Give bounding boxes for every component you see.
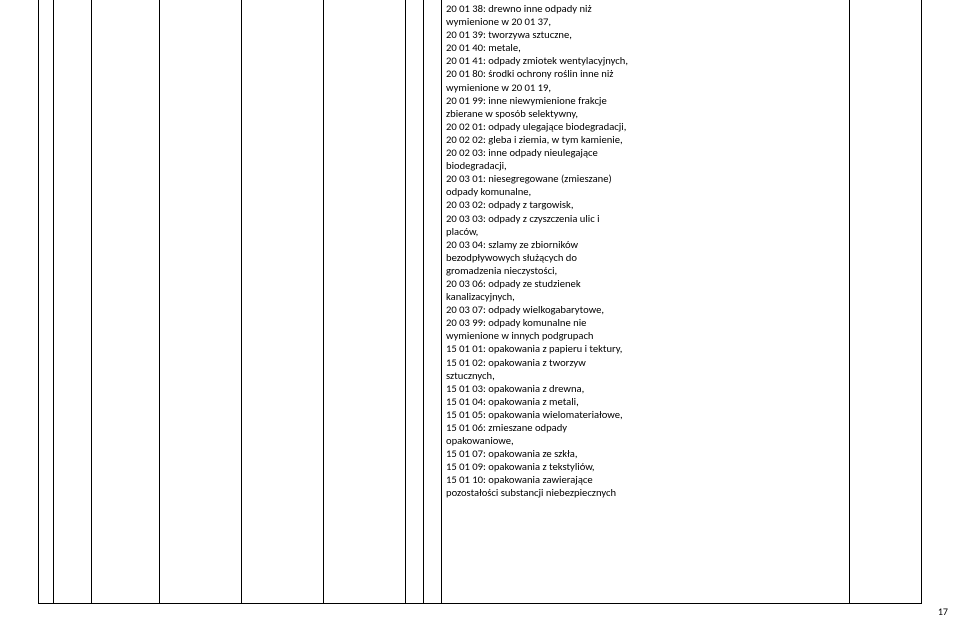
text-line: 15 01 01: opakowania z papieru i tektury… [446,342,846,355]
text-line: placów, [446,225,846,238]
document-page: 20 01 38: drewno inne odpady niżwymienio… [0,0,960,624]
text-line: 15 01 07: opakowania ze szkła, [446,447,846,460]
text-line: gromadzenia nieczystości, [446,264,846,277]
text-line: 20 01 41: odpady zmiotek wentylacyjnych, [446,54,846,67]
text-line: 20 03 07: odpady wielkogabarytowe, [446,303,846,316]
text-line: 15 01 10: opakowania zawierające [446,473,846,486]
text-line: bezodpływowych służących do [446,251,846,264]
text-line: wymienione w 20 01 19, [446,81,846,94]
table-column [159,0,241,604]
table-column [323,0,405,604]
text-line: wymienione w 20 01 37, [446,15,846,28]
text-line: 15 01 06: zmieszane odpady [446,421,846,434]
text-line: kanalizacyjnych, [446,290,846,303]
text-line: 20 01 99: inne niewymienione frakcje [446,94,846,107]
table-column [849,0,922,604]
text-line: opakowaniowe, [446,434,846,447]
text-line: 15 01 04: opakowania z metali, [446,395,846,408]
text-line: 20 03 06: odpady ze studzienek [446,277,846,290]
text-line: 15 01 09: opakowania z tekstyliów, [446,460,846,473]
table-column [91,0,159,604]
text-line: 20 03 04: szlamy ze zbiorników [446,238,846,251]
text-line: 20 03 02: odpady z targowisk, [446,198,846,211]
text-line: sztucznych, [446,369,846,382]
page-number: 17 [938,605,948,618]
text-line: zbierane w sposób selektywny, [446,107,846,120]
table-column [405,0,423,604]
text-line: 20 03 99: odpady komunalne nie [446,316,846,329]
table-column [241,0,323,604]
waste-code-list: 20 01 38: drewno inne odpady niżwymienio… [446,2,846,500]
text-line: 20 03 01: niesegregowane (zmieszane) [446,172,846,185]
text-line: 20 01 80: środki ochrony roślin inne niż [446,67,846,80]
table-bottom-border [38,603,922,604]
text-line: 20 01 38: drewno inne odpady niż [446,2,846,15]
text-line: 15 01 03: opakowania z drewna, [446,382,846,395]
text-line: 20 01 39: tworzywa sztuczne, [446,28,846,41]
table-column [423,0,441,604]
text-line: biodegradacji, [446,159,846,172]
text-line: 20 02 01: odpady ulegające biodegradacji… [446,120,846,133]
text-line: wymienione w innych podgrupach [446,329,846,342]
table-column [53,0,91,604]
text-line: 20 02 03: inne odpady nieulegające [446,146,846,159]
text-line: pozostałości substancji niebezpiecznych [446,486,846,499]
text-line: 15 01 02: opakowania z tworzyw [446,356,846,369]
text-line: 20 03 03: odpady z czyszczenia ulic i [446,212,846,225]
table-frame: 20 01 38: drewno inne odpady niżwymienio… [38,0,922,604]
text-line: 20 01 40: metale, [446,41,846,54]
text-line: odpady komunalne, [446,185,846,198]
text-line: 20 02 02: gleba i ziemia, w tym kamienie… [446,133,846,146]
text-line: 15 01 05: opakowania wielomateriałowe, [446,408,846,421]
table-column [38,0,53,604]
